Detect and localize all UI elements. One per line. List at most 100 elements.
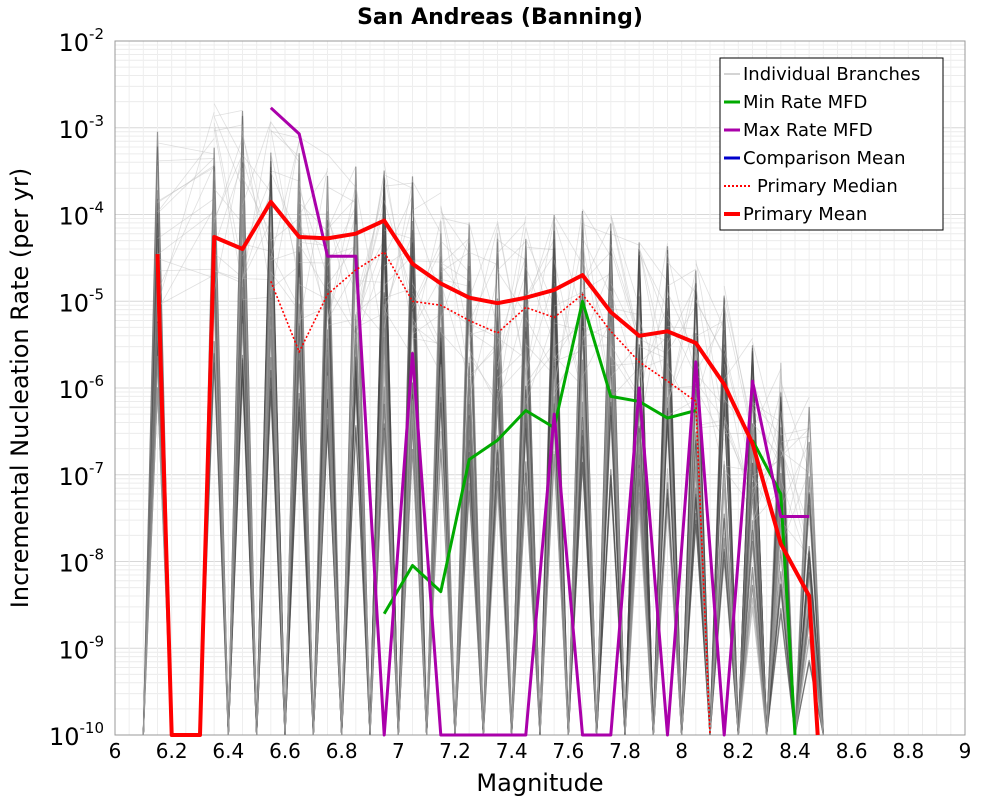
branch-line (695, 301, 725, 356)
branch-line (412, 318, 442, 374)
branch-line (242, 134, 272, 247)
legend-label: Primary Median (757, 176, 898, 197)
branch-line (213, 162, 243, 248)
branch-line (355, 198, 385, 327)
branch-line (157, 165, 215, 204)
branch-line (525, 317, 555, 405)
branch-line (497, 221, 527, 254)
branch-line (270, 130, 300, 139)
branch-line (752, 368, 782, 431)
branch-line (511, 487, 541, 736)
branch-line (610, 342, 640, 378)
branch-line (383, 255, 413, 286)
branch-line (270, 271, 300, 312)
branch-line (780, 381, 810, 472)
branch-line (638, 247, 668, 326)
branch-line (412, 337, 441, 345)
branch-line (525, 227, 555, 336)
branch-spike (312, 153, 357, 736)
branch-line (440, 278, 470, 287)
branch-line (525, 218, 555, 374)
branch-line (780, 450, 810, 474)
y-tick-label: 10-5 (58, 285, 104, 317)
branch-line (327, 213, 357, 321)
branch-line (327, 246, 356, 257)
branch-line (341, 323, 371, 736)
branch-line (270, 141, 300, 259)
branch-line (341, 427, 371, 736)
branch-line (298, 284, 328, 301)
branch-spike (397, 176, 442, 736)
branch-line (497, 239, 527, 261)
branch-line (454, 357, 484, 736)
branch-line (695, 259, 725, 426)
legend-item: Min Rate MFD (724, 92, 867, 113)
legend-label: Primary Mean (743, 204, 867, 225)
branch-line (469, 251, 498, 266)
branch-line (709, 532, 739, 736)
branch-line (298, 168, 328, 326)
branch-line (270, 265, 300, 290)
branch-line (213, 127, 243, 287)
x-tick-label: 7.8 (609, 739, 641, 763)
branch-line (270, 250, 300, 261)
branch-spike (284, 136, 328, 736)
branch-line (737, 572, 768, 736)
branch-line (270, 170, 300, 182)
branch-line (582, 208, 612, 257)
branch-line (369, 430, 399, 736)
branch-line (794, 662, 824, 736)
branch-line (327, 186, 357, 204)
branch-line (596, 255, 626, 736)
branch-line (299, 241, 328, 246)
branch-line (752, 407, 782, 467)
branch-spike (454, 222, 498, 736)
branch-line (355, 239, 385, 295)
branch-line (667, 253, 697, 377)
legend-item: Max Rate MFD (724, 120, 873, 141)
branch-line (213, 137, 243, 223)
branch-line (737, 486, 768, 736)
branch-line (638, 242, 668, 283)
branch-line (242, 243, 271, 252)
branch-line (468, 331, 498, 351)
branch-line (624, 252, 654, 736)
branch-line (723, 295, 753, 427)
branch-line (638, 248, 668, 369)
chart-title: San Andreas (Banning) (357, 5, 643, 30)
x-tick-label: 6.2 (156, 739, 188, 763)
branch-line (638, 338, 668, 355)
branch-line (242, 122, 272, 281)
branch-line (341, 224, 371, 736)
branch-line (214, 270, 243, 281)
branch-line (610, 233, 640, 246)
branch-line (440, 217, 470, 226)
branch-line (440, 205, 470, 336)
branch-line (667, 262, 697, 293)
branch-line (794, 578, 824, 736)
branch-line (525, 254, 555, 298)
branch-line (454, 222, 484, 736)
branch-line (468, 222, 498, 299)
branch-line (553, 215, 583, 265)
branch-line (270, 217, 300, 242)
branch-line (737, 529, 768, 736)
branch-line (624, 502, 654, 736)
branch-line (539, 451, 569, 736)
branch-line (610, 217, 640, 348)
branch-line (497, 241, 527, 271)
branch-line (383, 205, 413, 316)
branch-line (383, 174, 413, 189)
branch-line (214, 109, 243, 117)
branch-line (667, 305, 697, 353)
branch-line (213, 151, 243, 292)
branch-line (482, 392, 513, 736)
branch-line (582, 268, 612, 342)
branch-line (780, 396, 810, 458)
branch-line (766, 613, 796, 736)
branch-line (440, 262, 470, 282)
y-axis-label: Incremental Nucleation Rate (per yr) (6, 168, 34, 608)
x-tick-label: 8.8 (892, 739, 924, 763)
branch-line (766, 362, 796, 736)
